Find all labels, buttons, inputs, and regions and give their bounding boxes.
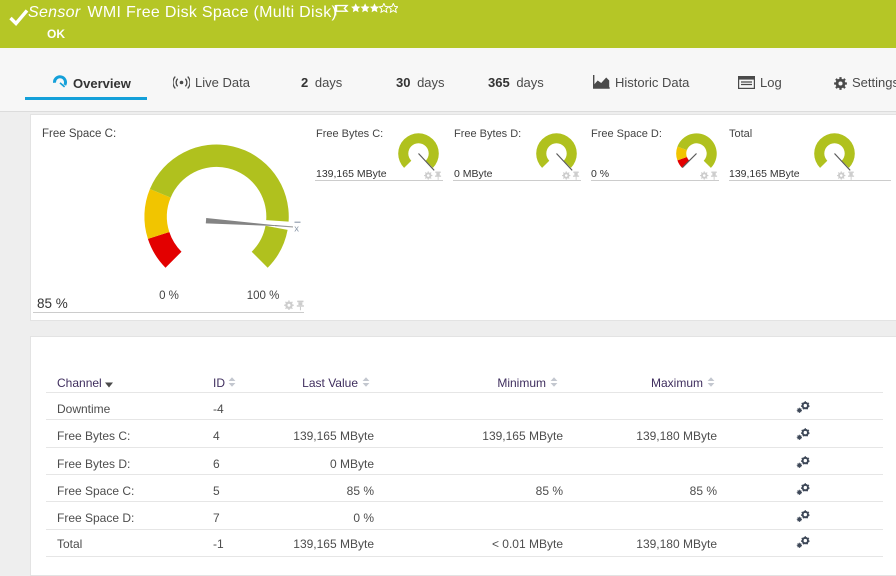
svg-text:x: x <box>294 224 299 235</box>
